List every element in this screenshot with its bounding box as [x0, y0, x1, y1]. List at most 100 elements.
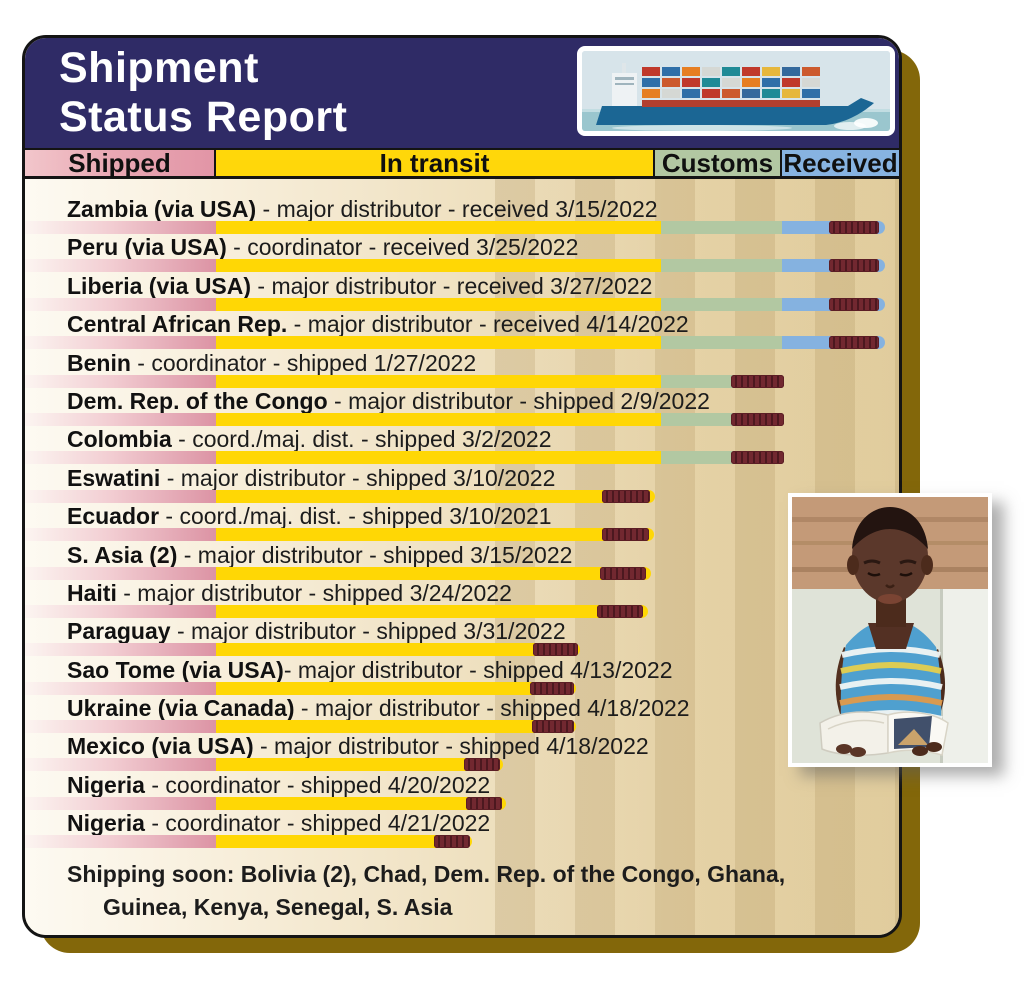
shipment-detail: - coordinator - received 3/25/2022: [226, 234, 579, 261]
legend-shipped-label: Shipped: [68, 147, 171, 178]
shipment-row-text: Zambia (via USA) - major distributor - r…: [25, 197, 899, 221]
shipment-detail: - major distributor - received 3/27/2022: [251, 272, 653, 299]
country-name: Zambia (via USA): [67, 196, 257, 222]
shipping-soon-note: Shipping soon: Bolivia (2), Chad, Dem. R…: [25, 858, 899, 924]
stage-segment-yellow: [216, 336, 661, 350]
progress-bar: [25, 221, 899, 234]
progress-marker: [731, 374, 784, 388]
shipment-detail: - major distributor - shipped 3/15/2022: [177, 541, 573, 568]
shipment-row-text: Nigeria - coordinator - shipped 4/20/202…: [25, 773, 899, 797]
stage-segment-pink: [25, 297, 216, 311]
progress-bar: [25, 297, 899, 311]
stage-segment-yellow: [216, 451, 661, 465]
stage-segment-yellow: [216, 412, 661, 426]
country-name: Eswatini: [67, 464, 161, 491]
progress-bar: [25, 528, 899, 542]
progress-bar: [25, 681, 899, 695]
progress-bar: [25, 259, 899, 273]
shipment-detail: - major distributor - shipped 3/24/2022: [116, 579, 512, 606]
shipment-detail: - coord./maj. dist. - shipped 3/2/2022: [171, 426, 552, 453]
shipment-row-text: Sao Tome (via USA)- major distributor - …: [25, 658, 899, 682]
country-name: Haiti: [67, 579, 117, 606]
stage-segment-pink: [25, 336, 216, 350]
shipment-row: Haiti - major distributor - shipped 3/24…: [25, 581, 899, 619]
progress-bar: [25, 796, 899, 810]
progress-bar: [25, 489, 899, 503]
progress-marker: [466, 796, 502, 810]
country-name: Ukraine (via Canada): [67, 695, 295, 722]
stage-segment-yellow: [216, 604, 648, 618]
country-name: Paraguay: [67, 618, 171, 645]
progress-bar: [25, 604, 899, 618]
progress-marker: [731, 412, 784, 426]
stage-segment-yellow: [216, 259, 661, 273]
title-line-1: Shipment: [59, 44, 259, 92]
stage-segment-pink: [25, 259, 216, 273]
progress-marker: [731, 451, 784, 465]
shipment-row: Central African Rep. - major distributor…: [25, 312, 899, 350]
stage-segment-yellow: [216, 835, 472, 849]
shipment-row: Benin - coordinator - shipped 1/27/2022: [25, 351, 899, 389]
country-name: Mexico (via USA): [67, 733, 254, 760]
shipment-detail: - major distributor - received 4/14/2022: [287, 311, 689, 338]
stage-segment-green: [661, 336, 782, 350]
progress-bar: [25, 566, 899, 580]
stage-segment-yellow: [216, 758, 503, 772]
shipment-row: S. Asia (2) - major distributor - shippe…: [25, 543, 899, 581]
shipment-detail: - coordinator - shipped 4/21/2022: [144, 810, 491, 837]
progress-marker: [533, 643, 578, 657]
shipment-row-text: Dem. Rep. of the Congo - major distribut…: [25, 389, 899, 413]
stage-segment-pink: [25, 221, 216, 234]
progress-marker: [829, 259, 879, 273]
stage-segment-pink: [25, 835, 216, 849]
shipment-row: Colombia - coord./maj. dist. - shipped 3…: [25, 427, 899, 465]
stage-segment-green: [661, 221, 782, 234]
shipment-detail: - coordinator - shipped 4/20/2022: [144, 771, 491, 798]
stage-segment-yellow: [216, 489, 655, 503]
shipment-detail: - major distributor - shipped 3/10/2022: [160, 464, 556, 491]
country-name: Dem. Rep. of the Congo: [67, 387, 328, 414]
shipment-row: Zambia (via USA) - major distributor - r…: [25, 197, 899, 235]
stage-segment-yellow: [216, 643, 580, 657]
legend-in-transit: In transit: [216, 148, 655, 178]
country-name: Nigeria: [67, 810, 145, 837]
progress-bar: [25, 412, 899, 426]
country-name: Central African Rep.: [67, 311, 288, 338]
shipment-row: Nigeria - coordinator - shipped 4/21/202…: [25, 811, 899, 849]
country-name: Sao Tome (via USA): [67, 656, 284, 683]
shipment-row: Nigeria - coordinator - shipped 4/20/202…: [25, 773, 899, 811]
progress-marker: [600, 566, 646, 580]
country-name: S. Asia (2): [67, 541, 178, 568]
country-name: Benin: [67, 349, 131, 376]
stage-segment-pink: [25, 758, 216, 772]
stage-segment-pink: [25, 412, 216, 426]
stage-segment-pink: [25, 528, 216, 542]
progress-marker: [602, 528, 649, 542]
progress-marker: [829, 297, 879, 311]
shipment-row: Ukraine (via Canada) - major distributor…: [25, 696, 899, 734]
progress-marker: [829, 336, 879, 350]
child-illustration: [792, 497, 988, 763]
page-title: Shipment Status Report: [59, 44, 347, 142]
legend-customs-label: Customs: [661, 147, 774, 178]
legend-received-label: Received: [783, 147, 898, 178]
country-name: Liberia (via USA): [67, 272, 252, 299]
stage-segment-green: [661, 297, 782, 311]
shipment-detail: - major distributor - shipped 4/18/2022: [294, 695, 690, 722]
progress-bar: [25, 451, 899, 465]
shipment-row: Eswatini - major distributor - shipped 3…: [25, 466, 899, 504]
shipment-row-text: Paraguay - major distributor - shipped 3…: [25, 619, 899, 643]
stage-segment-pink: [25, 643, 216, 657]
shipment-detail: - major distributor - shipped 3/31/2022: [170, 618, 566, 645]
progress-marker: [434, 835, 470, 849]
shipment-detail: - coord./maj. dist. - shipped 3/10/2021: [159, 503, 552, 530]
shipment-detail: - coordinator - shipped 1/27/2022: [130, 349, 477, 376]
legend-customs: Customs: [655, 147, 782, 178]
stage-segment-pink: [25, 566, 216, 580]
stage-segment-yellow: [216, 374, 661, 388]
shipping-soon-line-2: Guinea, Kenya, Senegal, S. Asia: [103, 893, 453, 920]
stage-segment-pink: [25, 604, 216, 618]
progress-bar: [25, 643, 899, 657]
shipment-rows: Zambia (via USA) - major distributor - r…: [25, 179, 899, 850]
stage-segment-pink: [25, 681, 216, 695]
